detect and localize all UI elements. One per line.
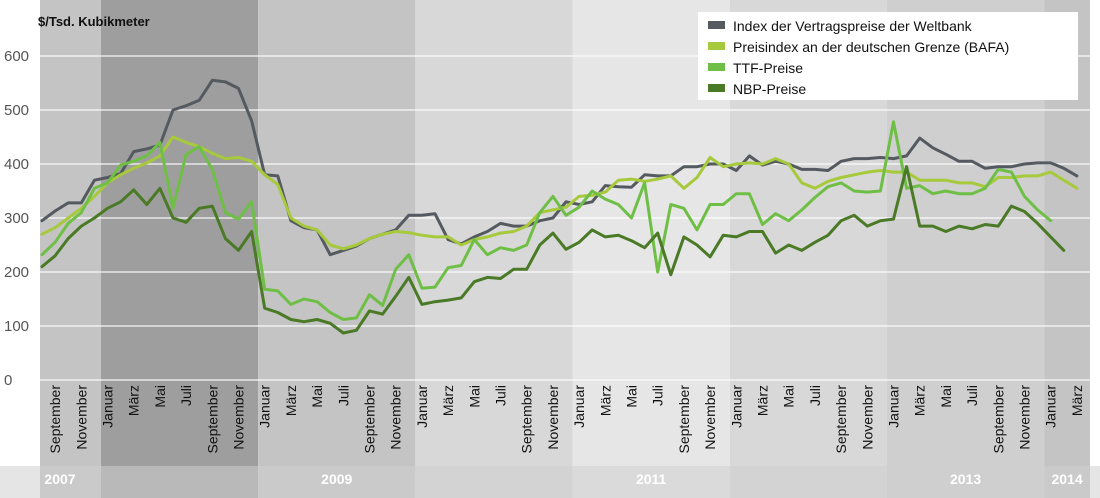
x-tick-label: März <box>283 385 299 416</box>
x-tick-label: September <box>47 385 63 454</box>
x-tick-label: September <box>990 385 1006 454</box>
legend-swatch-3 <box>708 84 725 92</box>
x-tick-label: Juli <box>650 385 666 406</box>
x-tick-label: September <box>362 385 378 454</box>
x-tick-label: September <box>676 385 692 454</box>
legend-label-3: NBP-Preise <box>733 81 806 97</box>
legend-swatch-1 <box>708 42 725 50</box>
x-tick-label: Juli <box>335 385 351 406</box>
x-tick-label: Januar <box>1043 385 1059 428</box>
x-tick-label: März <box>912 385 928 416</box>
series-lines <box>40 78 1079 335</box>
x-tick-label: Mai <box>624 385 640 408</box>
year-band-2008 <box>100 0 259 498</box>
legend-label-0: Index der Vertragspreise der Weltbank <box>733 18 973 34</box>
series-line-3 <box>40 165 1066 335</box>
x-tick-label: März <box>126 385 142 416</box>
x-tick-label: November <box>859 385 875 450</box>
legend-box <box>698 12 1078 100</box>
legend-swatch-0 <box>708 21 725 29</box>
y-tick-400: 400 <box>4 156 29 173</box>
y-unit-label: $/Tsd. Kubikmeter <box>38 14 150 29</box>
x-tick-label: Januar <box>886 385 902 428</box>
x-tick-label: November <box>545 385 561 450</box>
series-line-2 <box>40 120 1053 321</box>
year-label-2013: 2013 <box>950 471 981 487</box>
x-tick-label: November <box>1017 385 1033 450</box>
x-tick-label: November <box>73 385 89 450</box>
year-label-2014: 2014 <box>1051 471 1082 487</box>
year-label-2007: 2007 <box>44 471 75 487</box>
year-strip <box>0 466 1100 498</box>
y-tick-0: 0 <box>4 372 12 389</box>
legend-label-1: Preisindex an der deutschen Grenze (BAFA… <box>733 39 1009 55</box>
x-tick-label: Mai <box>781 385 797 408</box>
x-tick-label: Januar <box>414 385 430 428</box>
x-tick-label: Januar <box>728 385 744 428</box>
x-tick-label: Juli <box>807 385 823 406</box>
legend-label-2: TTF-Preise <box>733 60 803 76</box>
x-tick-label: März <box>440 385 456 416</box>
x-tick-label: September <box>519 385 535 454</box>
x-tick-label: März <box>597 385 613 416</box>
x-tick-label: März <box>1069 385 1085 416</box>
x-tick-label: Januar <box>100 385 116 428</box>
legend: Index der Vertragspreise der Weltbank Pre… <box>698 12 1078 100</box>
x-tick-label: September <box>833 385 849 454</box>
x-tick-label: November <box>702 385 718 450</box>
year-label-2011: 2011 <box>636 471 667 487</box>
y-axis-pane <box>0 0 40 466</box>
x-tick-label: Mai <box>938 385 954 408</box>
x-tick-label: Mai <box>152 385 168 408</box>
y-tick-600: 600 <box>4 48 29 65</box>
y-tick-300: 300 <box>4 210 29 227</box>
x-tick-label: Januar <box>257 385 273 428</box>
x-tick-label: Mai <box>309 385 325 408</box>
year-labels: 2007 2009 2011 2013 2014 <box>44 471 1082 487</box>
y-tick-200: 200 <box>4 264 29 281</box>
y-tick-100: 100 <box>4 318 29 335</box>
y-tick-500: 500 <box>4 102 29 119</box>
x-tick-label: Januar <box>571 385 587 428</box>
y-axis-ticks: 0 100 200 300 400 500 600 <box>4 48 29 389</box>
x-tick-label: Juli <box>178 385 194 406</box>
year-band-2009 <box>258 0 416 498</box>
x-tick-label: November <box>388 385 404 450</box>
x-tick-label: Mai <box>466 385 482 408</box>
x-tick-label: März <box>755 385 771 416</box>
x-tick-label: Juli <box>493 385 509 406</box>
year-label-2009: 2009 <box>321 471 352 487</box>
legend-swatch-2 <box>708 63 725 71</box>
x-tick-label: Juli <box>964 385 980 406</box>
x-tick-label: November <box>231 385 247 450</box>
x-axis-ticks: September November Januar März Mai Juli Septem… <box>47 385 1085 454</box>
x-tick-label: September <box>204 385 220 454</box>
year-band-2010 <box>415 0 573 498</box>
